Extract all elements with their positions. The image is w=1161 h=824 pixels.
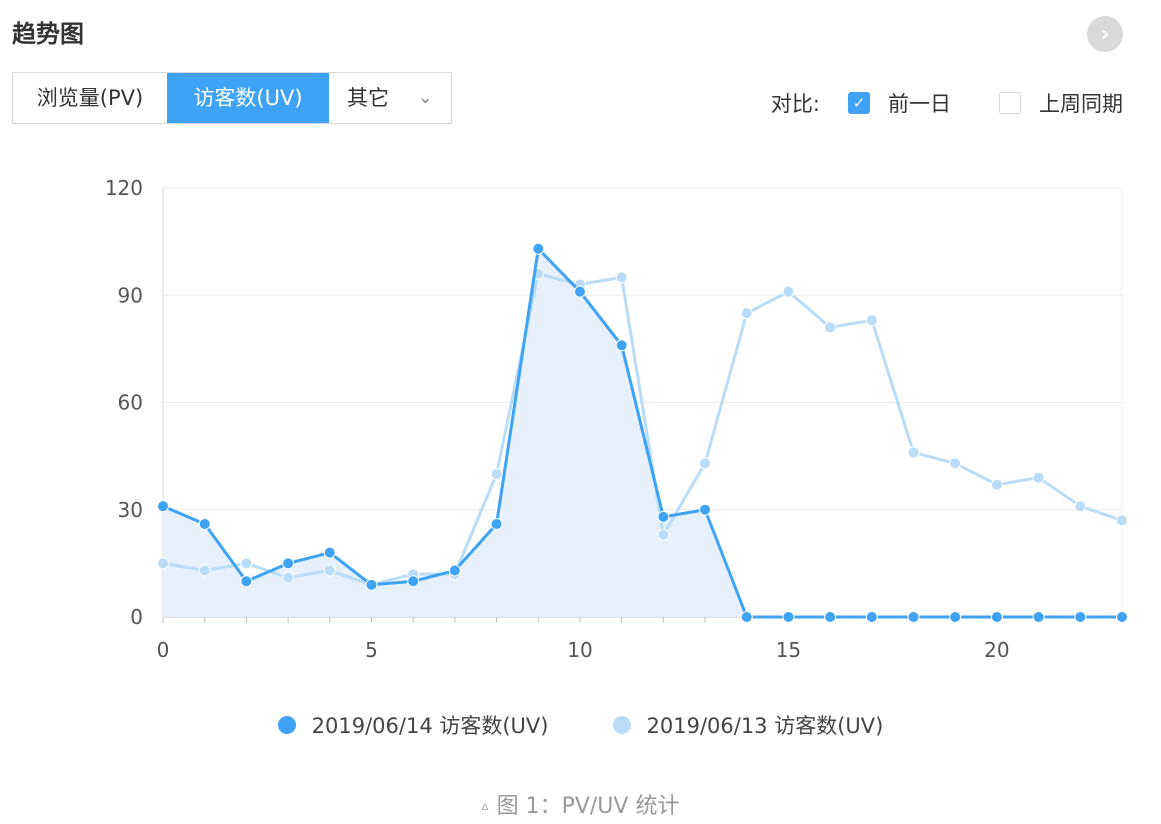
compare-controls: 对比: ✓ 前一日 上周同期 — [771, 88, 1123, 118]
data-point — [907, 446, 920, 459]
tab-other-label: 其它 — [347, 86, 389, 110]
data-point — [990, 478, 1003, 491]
data-point — [198, 518, 211, 531]
data-point — [657, 528, 670, 541]
data-point — [365, 578, 378, 591]
data-point — [1032, 611, 1045, 623]
y-tick-label: 30 — [118, 498, 143, 522]
data-point — [699, 503, 712, 516]
data-point — [157, 557, 169, 570]
next-arrow-icon[interactable]: › — [1087, 16, 1123, 52]
data-point — [198, 564, 211, 577]
data-point — [949, 611, 962, 623]
caption-text: 图 1：PV/UV 统计 — [496, 794, 680, 819]
x-tick-label: 5 — [365, 638, 378, 662]
data-point — [907, 611, 920, 623]
data-point — [699, 457, 712, 470]
chevron-down-icon: ⌄ — [417, 87, 433, 108]
compare-option-label: 前一日 — [888, 92, 951, 116]
compare-label: 对比: — [770, 92, 820, 116]
series-line — [162, 272, 1123, 587]
data-point — [157, 500, 169, 513]
y-tick-label: 90 — [118, 283, 143, 307]
data-point — [1116, 611, 1128, 623]
legend-item-series-1[interactable]: 2019/06/14 访客数(UV) — [277, 710, 549, 740]
data-point — [740, 611, 753, 623]
tab-other-dropdown[interactable]: 其它 ⌄ — [329, 73, 451, 123]
data-point — [448, 564, 461, 577]
data-point — [824, 611, 837, 623]
data-point — [824, 321, 837, 334]
data-point — [490, 468, 503, 480]
data-point — [865, 611, 878, 623]
data-point — [615, 339, 628, 352]
trend-line-chart: 0 30 60 90 120 0 5 10 15 20 — [105, 176, 1128, 662]
data-point — [1074, 500, 1087, 513]
y-tick-label: 60 — [118, 391, 143, 415]
chart-title: 趋势图 — [12, 20, 84, 48]
data-point — [490, 518, 503, 531]
metric-tabs: 浏览量(PV) 访客数(UV) 其它 ⌄ — [12, 72, 452, 124]
data-point — [615, 271, 628, 284]
y-tick-label: 0 — [130, 605, 143, 629]
triangle-icon: ▵ — [481, 798, 489, 814]
chart-legend: 2019/06/14 访客数(UV) 2019/06/13 访客数(UV) — [0, 710, 1161, 740]
compare-option-label: 上周同期 — [1039, 92, 1123, 116]
x-tick-label: 0 — [157, 638, 170, 662]
y-tick-label: 120 — [105, 176, 143, 200]
data-point — [1116, 514, 1128, 527]
legend-item-series-2[interactable]: 2019/06/13 访客数(UV) — [612, 710, 884, 740]
data-point — [949, 457, 962, 470]
data-point — [782, 611, 795, 623]
data-point — [657, 510, 670, 523]
tab-uv[interactable]: 访客数(UV) — [167, 73, 329, 123]
legend-label: 2019/06/13 访客数(UV) — [646, 714, 884, 738]
data-point — [532, 242, 545, 255]
x-tick-label: 15 — [776, 638, 801, 662]
compare-option-prev-day[interactable]: ✓ 前一日 — [848, 88, 951, 118]
legend-dot-icon — [612, 716, 631, 734]
x-tick-label: 20 — [984, 638, 1009, 662]
series-line — [162, 247, 1122, 619]
data-point — [323, 546, 336, 559]
x-tick-label: 10 — [567, 638, 592, 662]
checkbox-unchecked-icon[interactable] — [999, 92, 1021, 114]
data-point — [990, 611, 1003, 623]
data-point — [240, 557, 253, 570]
data-point — [740, 307, 753, 320]
tab-pv[interactable]: 浏览量(PV) — [36, 86, 144, 110]
data-point — [782, 285, 795, 298]
data-point — [1074, 611, 1087, 623]
data-point — [240, 575, 253, 588]
data-point — [865, 314, 878, 327]
data-point — [573, 285, 586, 298]
data-point — [407, 575, 420, 588]
compare-option-last-week[interactable]: 上周同期 — [999, 88, 1123, 118]
legend-dot-icon — [277, 716, 296, 734]
data-point — [1032, 471, 1045, 484]
data-point — [282, 557, 295, 570]
data-point — [323, 564, 336, 577]
checkbox-checked-icon[interactable]: ✓ — [848, 92, 870, 114]
data-point — [282, 571, 295, 584]
figure-caption: ▵ 图 1：PV/UV 统计 — [0, 788, 1161, 820]
legend-label: 2019/06/14 访客数(UV) — [311, 714, 549, 738]
